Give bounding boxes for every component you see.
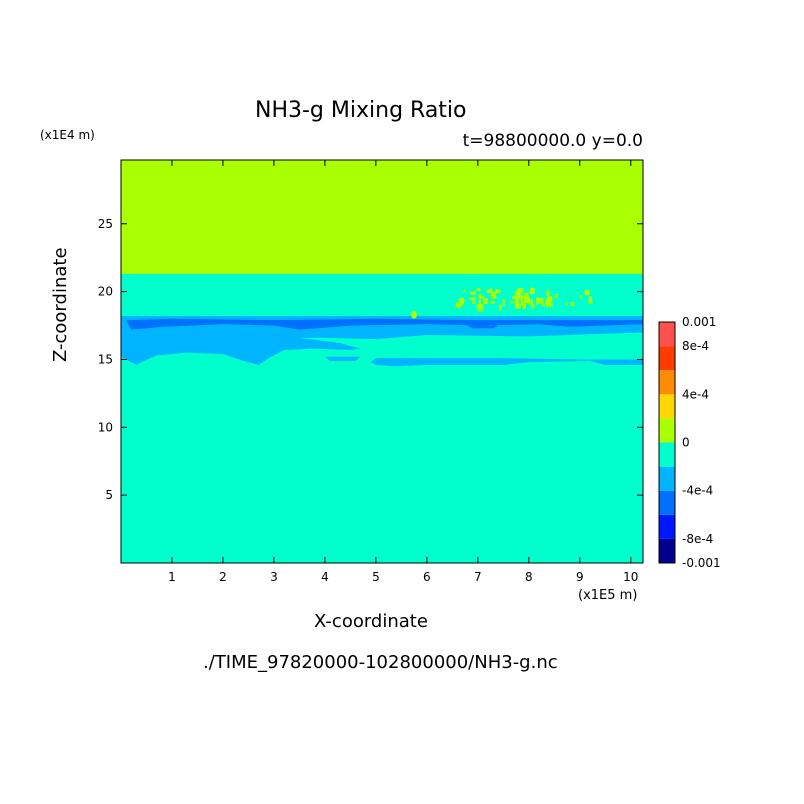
x-unit-label: (x1E5 m) — [578, 588, 638, 603]
colorbar-segment — [659, 538, 675, 563]
colorbar-segment — [659, 418, 675, 443]
positive-patch — [554, 293, 558, 298]
positive-patch — [589, 296, 592, 301]
positive-patch — [499, 304, 502, 311]
positive-patch — [588, 299, 593, 304]
x-tick-label: 2 — [219, 570, 227, 584]
colorbar-label: -8e-4 — [682, 532, 713, 546]
field-upper-layer — [121, 160, 643, 274]
positive-patch — [486, 289, 491, 293]
positive-patch — [510, 301, 514, 304]
x-tick-label: 1 — [168, 570, 176, 584]
positive-patch — [520, 297, 523, 304]
y-tick-label: 5 — [105, 488, 113, 502]
y-tick-label: 15 — [98, 352, 113, 366]
chart-title: NH3-g Mixing Ratio — [255, 98, 467, 123]
positive-patch — [455, 302, 461, 308]
colorbar-label: 0.001 — [682, 315, 716, 329]
positive-patch — [490, 288, 493, 293]
x-tick-label: 3 — [270, 570, 278, 584]
colorbar-segment — [659, 370, 675, 395]
source-file-label: ./TIME_97820000-102800000/NH3-g.nc — [203, 652, 558, 673]
positive-patch — [541, 303, 546, 307]
positive-patch — [515, 303, 522, 309]
positive-patch — [584, 290, 590, 296]
positive-patch — [483, 298, 488, 304]
colorbar-segment — [659, 490, 675, 515]
z-unit-label: (x1E4 m) — [40, 128, 95, 142]
positive-patch — [546, 289, 550, 297]
colorbar-segment — [659, 346, 675, 371]
colorbar-label: -4e-4 — [682, 484, 713, 498]
positive-patch — [490, 291, 497, 299]
positive-patch — [490, 301, 496, 304]
positive-patch — [478, 293, 482, 300]
positive-spot — [411, 310, 418, 319]
field-strong-negative-patch — [467, 325, 499, 329]
positive-patch — [530, 299, 534, 306]
positive-patch — [471, 301, 476, 304]
positive-patch — [477, 304, 484, 312]
x-tick-label: 7 — [474, 570, 482, 584]
positive-patch — [565, 302, 568, 305]
colorbar-segment — [659, 514, 675, 539]
positive-patch — [546, 303, 551, 308]
positive-patch — [570, 302, 575, 307]
colorbar-label: 8e-4 — [682, 339, 709, 353]
x-tick-label: 4 — [321, 570, 329, 584]
colorbar-label: 4e-4 — [682, 387, 709, 401]
positive-patch — [545, 298, 551, 305]
positive-patch — [531, 304, 535, 309]
y-tick-label: 10 — [98, 420, 113, 434]
x-tick-label: 9 — [576, 570, 584, 584]
positive-patch — [480, 295, 485, 298]
colorbar-segment — [659, 394, 675, 419]
colorbar-label: -0.001 — [682, 556, 721, 570]
positive-patch — [478, 299, 482, 305]
positive-patch — [463, 289, 466, 292]
positive-patch — [495, 289, 501, 294]
field-negative-band — [121, 316, 643, 365]
field-negative-streak-small — [324, 356, 361, 361]
x-tick-label: 8 — [525, 570, 533, 584]
positive-patch — [476, 304, 479, 307]
colorbar-segment — [659, 442, 675, 467]
positive-patch — [502, 299, 505, 306]
x-axis-label: X-coordinate — [314, 611, 428, 632]
positive-patch — [524, 297, 530, 303]
positive-patch — [469, 297, 476, 301]
field-negative-streak-lower — [370, 358, 643, 367]
positive-patch — [530, 287, 535, 294]
positive-patch — [476, 287, 481, 291]
positive-patch — [515, 298, 520, 306]
y-tick-label: 25 — [98, 217, 113, 231]
positive-patch — [579, 295, 583, 298]
positive-patch — [459, 298, 464, 306]
colorbar-label: 0 — [682, 436, 690, 450]
positive-patch — [512, 295, 517, 299]
positive-patch — [522, 304, 526, 309]
x-tick-label: 5 — [372, 570, 380, 584]
positive-patch — [470, 291, 476, 295]
colorbar-frame — [658, 321, 676, 564]
y-tick-label: 20 — [98, 285, 113, 299]
positive-patch — [521, 300, 526, 306]
plot-frame — [120, 159, 644, 564]
positive-patch — [523, 292, 529, 300]
positive-patch — [517, 288, 524, 293]
positive-patch — [517, 295, 524, 298]
positive-patch — [546, 302, 552, 306]
colorbar-segment — [659, 466, 675, 491]
x-tick-label: 10 — [623, 570, 638, 584]
positive-patch — [535, 297, 539, 305]
chart-subtitle: t=98800000.0 y=0.0 — [462, 131, 643, 151]
positive-patch — [538, 298, 544, 304]
x-tick-label: 6 — [423, 570, 431, 584]
colorbar-segment — [659, 322, 675, 347]
field-strong-negative-streak — [126, 318, 643, 330]
